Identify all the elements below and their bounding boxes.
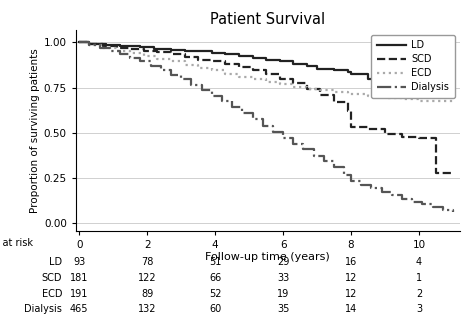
Text: LD: LD xyxy=(49,257,62,267)
Text: 191: 191 xyxy=(70,289,89,299)
Text: 60: 60 xyxy=(209,304,221,314)
Text: 122: 122 xyxy=(138,273,156,283)
Text: 89: 89 xyxy=(141,289,153,299)
Text: 52: 52 xyxy=(209,289,221,299)
Text: 78: 78 xyxy=(141,257,154,267)
Text: 35: 35 xyxy=(277,304,289,314)
Text: 132: 132 xyxy=(138,304,156,314)
Text: 51: 51 xyxy=(209,257,221,267)
Text: 16: 16 xyxy=(345,257,357,267)
Text: 465: 465 xyxy=(70,304,89,314)
Text: Number at risk: Number at risk xyxy=(0,239,33,248)
Text: 33: 33 xyxy=(277,273,289,283)
Text: 19: 19 xyxy=(277,289,289,299)
Text: 14: 14 xyxy=(345,304,357,314)
Title: Patient Survival: Patient Survival xyxy=(210,12,325,27)
Text: ECD: ECD xyxy=(42,289,62,299)
Legend: LD, SCD, ECD, Dialysis: LD, SCD, ECD, Dialysis xyxy=(371,35,455,98)
Text: Dialysis: Dialysis xyxy=(24,304,62,314)
Text: 12: 12 xyxy=(345,289,357,299)
Text: 4: 4 xyxy=(416,257,422,267)
Text: SCD: SCD xyxy=(42,273,62,283)
Text: 3: 3 xyxy=(416,304,422,314)
X-axis label: Follow-up time (years): Follow-up time (years) xyxy=(205,252,330,262)
Y-axis label: Proportion of surviving patients: Proportion of surviving patients xyxy=(29,48,39,213)
Text: 2: 2 xyxy=(416,289,422,299)
Text: 66: 66 xyxy=(209,273,221,283)
Text: 1: 1 xyxy=(416,273,422,283)
Text: 12: 12 xyxy=(345,273,357,283)
Text: 93: 93 xyxy=(73,257,85,267)
Text: 29: 29 xyxy=(277,257,289,267)
Text: 181: 181 xyxy=(70,273,89,283)
